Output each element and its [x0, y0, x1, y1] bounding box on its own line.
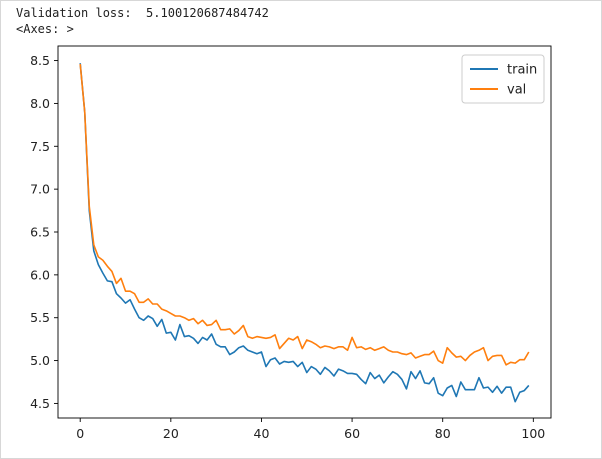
legend-label-val: val: [507, 83, 526, 98]
series-line-train: [79, 63, 530, 403]
legend-box: [461, 54, 545, 104]
x-tick-label: 60: [344, 426, 360, 441]
y-tick-label: 8.0: [30, 96, 50, 111]
x-tick-label: 20: [163, 426, 179, 441]
y-tick-label: 4.5: [30, 396, 50, 411]
x-tick-label: 100: [521, 426, 545, 441]
y-tick-label: 6.5: [30, 225, 50, 240]
legend-label-train: train: [507, 63, 537, 78]
y-tick-label: 5.0: [30, 353, 50, 368]
axes-repr-output: <Axes: >: [16, 22, 74, 36]
series-layer: [79, 63, 530, 403]
y-tick-label: 5.5: [30, 310, 50, 325]
x-tick-label: 40: [254, 426, 270, 441]
x-tick-label: 80: [435, 426, 451, 441]
y-tick-label: 6.0: [30, 267, 50, 282]
validation-loss-output: Validation loss: 5.100120687484742: [16, 6, 269, 20]
legend: train val: [461, 54, 545, 104]
x-tick-label: 0: [76, 426, 84, 441]
y-tick-label: 7.0: [30, 182, 50, 197]
y-tick-label: 8.5: [30, 53, 50, 68]
y-tick-label: 7.5: [30, 139, 50, 154]
ticks-layer: 0 20 40 60 80 100 4.5 5.0 5.5 6.0 6.5 7.0 7.5 8.0 8.5: [30, 53, 545, 441]
series-line-val: [79, 63, 530, 366]
